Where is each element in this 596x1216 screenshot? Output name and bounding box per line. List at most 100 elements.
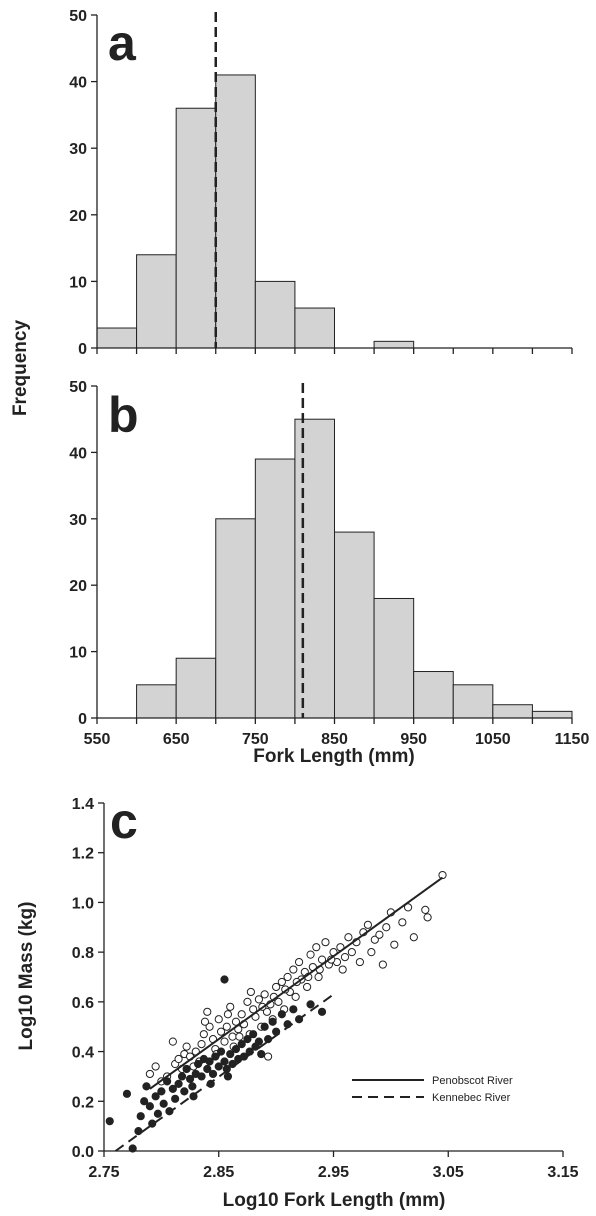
- penobscot-point: [274, 997, 283, 1006]
- scatter-x-tick-label: 2.75: [88, 1164, 119, 1181]
- histogram-panel-b: 0 10 20 30 40 50 550 650 750 850 950 1050 1150 b: [69, 379, 589, 748]
- penobscot-point: [223, 1010, 233, 1019]
- kennebec-point: [243, 1035, 252, 1044]
- histogram-b-bar: [452, 684, 494, 719]
- penobscot-point: [222, 1022, 231, 1031]
- penobscot-point: [216, 1027, 226, 1036]
- histogram-b-y-tick-label: 0: [78, 711, 87, 728]
- kennebec-point: [151, 1092, 160, 1101]
- histogram-a-bar: [373, 340, 415, 349]
- penobscot-point: [375, 930, 384, 939]
- penobscot-point: [398, 918, 407, 927]
- penobscot-point: [174, 1054, 183, 1064]
- histogram-b-x-tick-label: 1150: [555, 731, 590, 748]
- penobscot-point: [277, 977, 286, 987]
- histogram-b-y-tick-label: 10: [69, 645, 87, 662]
- penobscot-point: [231, 1017, 241, 1026]
- scatter-y-axis-title: Log10 Mass (kg): [16, 902, 37, 1051]
- scatter-x-tick-label: 3.15: [547, 1164, 578, 1181]
- penobscot-point: [199, 1030, 208, 1039]
- legend-penobscot-label: Penobscot River: [432, 1075, 513, 1087]
- kennebec-point: [220, 975, 229, 984]
- kennebec-point: [226, 1049, 235, 1059]
- penobscot-point: [226, 1002, 235, 1011]
- histogram-a-bars: [96, 74, 415, 349]
- histogram-b-y-tick-label: 50: [69, 379, 87, 396]
- penobscot-point: [378, 960, 387, 969]
- kennebec-point: [163, 1077, 172, 1086]
- kennebec-point: [237, 1040, 246, 1049]
- penobscot-point: [321, 938, 330, 947]
- penobscot-point: [317, 955, 327, 964]
- histogram-b-bar: [334, 531, 375, 719]
- penobscot-point: [214, 1015, 223, 1024]
- penobscot-point: [200, 1017, 210, 1026]
- penobscot-point: [168, 1037, 177, 1046]
- kennebec-point: [208, 1069, 218, 1079]
- kennebec-point: [216, 1047, 226, 1056]
- kennebec-point: [182, 1064, 191, 1074]
- scatter-x-tick-label: 2.95: [318, 1164, 349, 1181]
- penobscot-point: [347, 948, 356, 957]
- kennebec-point: [205, 1057, 214, 1066]
- histogram-b-x-tick-label: 850: [321, 731, 348, 748]
- kennebec-point: [249, 1030, 258, 1039]
- histogram-a-y-ticks: 0 10 20 30 40 50: [69, 8, 97, 358]
- kennebec-point: [159, 1099, 168, 1108]
- penobscot-point: [423, 913, 432, 922]
- penobscot-point: [145, 1069, 154, 1079]
- penobscot-point: [291, 992, 300, 1001]
- kennebec-point: [277, 1010, 286, 1019]
- penobscot-point: [340, 953, 350, 962]
- penobscot-point: [363, 920, 373, 929]
- histogram-a-bar: [294, 307, 335, 349]
- penobscot-point: [249, 1005, 258, 1014]
- scatter-y-tick-label: 0.8: [72, 945, 94, 962]
- penobscot-point: [262, 1007, 272, 1016]
- kennebec-point: [142, 1082, 151, 1091]
- penobscot-point: [205, 1022, 214, 1031]
- histogram-a-y-tick-label: 10: [69, 274, 87, 291]
- histogram-b-y-tick-label: 40: [69, 445, 87, 462]
- kennebec-point: [171, 1094, 180, 1103]
- kennebec-point: [145, 1102, 154, 1111]
- penobscot-point: [243, 997, 252, 1006]
- scatter-kennebec-points: [105, 975, 327, 1153]
- scatter-y-tick-label: 1.0: [72, 895, 94, 912]
- penobscot-point: [370, 935, 379, 944]
- penobscot-point: [228, 1032, 237, 1041]
- kennebec-point: [254, 1037, 264, 1046]
- penobscot-point: [421, 905, 430, 914]
- kennebec-fit-line: [114, 993, 335, 1152]
- scatter-y-tick-label: 0.0: [72, 1144, 94, 1161]
- histogram-b-x-tick-label: 650: [163, 731, 190, 748]
- penobscot-point: [263, 1052, 273, 1061]
- histogram-y-axis-title: Frequency: [10, 320, 31, 417]
- panel-letter-b: b: [108, 387, 139, 443]
- scatter-x-tick-label: 3.05: [433, 1164, 464, 1181]
- histogram-b-y-tick-label: 30: [69, 512, 87, 529]
- kennebec-point: [128, 1144, 137, 1153]
- scatter-x-tick-label: 2.85: [203, 1164, 234, 1181]
- histogram-panel-a: 0 10 20 30 40 50 a: [69, 8, 573, 358]
- scatter-y-tick-label: 0.6: [72, 995, 94, 1012]
- penobscot-point: [237, 1010, 246, 1019]
- kennebec-point: [260, 1022, 269, 1031]
- kennebec-point: [211, 1052, 220, 1061]
- penobscot-point: [246, 987, 255, 997]
- penobscot-point: [355, 957, 364, 967]
- penobscot-point: [289, 965, 298, 974]
- scatter-penobscot-points: [145, 870, 447, 1086]
- scatter-y-tick-label: 1.4: [72, 796, 94, 813]
- histogram-b-bar: [136, 684, 177, 719]
- kennebec-point: [188, 1082, 197, 1091]
- histogram-a-y-tick-label: 40: [69, 75, 87, 92]
- histogram-a-bar: [175, 107, 217, 349]
- kennebec-point: [136, 1112, 145, 1121]
- scatter-panel-c: 0.0 0.2 0.4 0.6 0.8 1.0 1.2 1.4 2.75 2.85 2.95 3.0…: [72, 793, 579, 1181]
- penobscot-point: [306, 950, 315, 959]
- penobscot-point: [367, 948, 376, 957]
- legend-kennebec-label: Kennebec River: [432, 1092, 511, 1104]
- kennebec-point: [214, 1062, 223, 1071]
- kennebec-point: [220, 1057, 229, 1066]
